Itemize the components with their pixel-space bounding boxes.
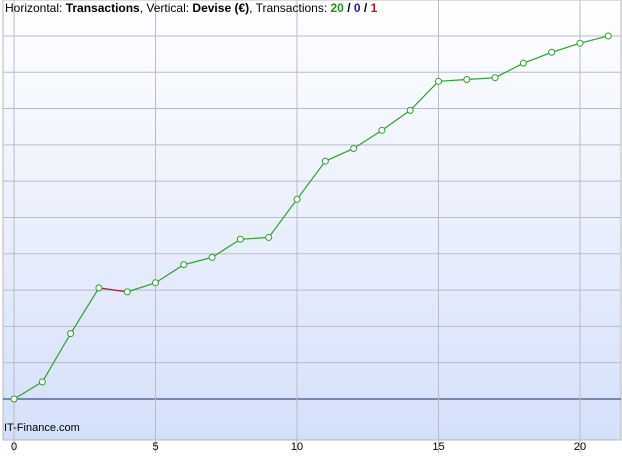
x-tick-label: 10 bbox=[291, 441, 303, 453]
line-segment bbox=[13, 381, 43, 400]
line-segment bbox=[155, 264, 185, 284]
line-segment bbox=[438, 78, 467, 82]
line-segment bbox=[523, 51, 552, 64]
line-segment bbox=[41, 333, 72, 383]
line-segment bbox=[70, 287, 100, 334]
line-segment bbox=[268, 198, 298, 238]
point bbox=[548, 48, 556, 56]
point bbox=[10, 395, 18, 403]
header-part: 1 bbox=[371, 1, 378, 15]
point bbox=[378, 126, 386, 134]
point bbox=[152, 279, 160, 287]
line-segment bbox=[381, 109, 411, 131]
point bbox=[123, 288, 131, 296]
plot-area bbox=[2, 0, 622, 441]
x-tick-label: 20 bbox=[574, 441, 586, 453]
header-part: / bbox=[344, 1, 354, 15]
header-part: , Vertical: bbox=[140, 1, 193, 15]
header-part: / bbox=[361, 1, 371, 15]
point bbox=[293, 195, 301, 203]
point bbox=[406, 106, 414, 114]
line-segment bbox=[579, 35, 609, 44]
point bbox=[576, 39, 584, 47]
line-segment bbox=[325, 147, 354, 162]
line-segment bbox=[494, 62, 524, 79]
point bbox=[604, 32, 612, 40]
line-segment bbox=[296, 160, 326, 200]
header-part: Horizontal: bbox=[5, 1, 66, 15]
line-segment bbox=[409, 80, 439, 111]
line-segment bbox=[211, 238, 241, 258]
line-segment bbox=[551, 42, 581, 53]
line-segment bbox=[466, 77, 496, 81]
line-segment bbox=[127, 282, 156, 293]
x-tick-label: 0 bbox=[11, 441, 17, 453]
watermark: IT-Finance.com bbox=[4, 422, 80, 434]
point bbox=[208, 253, 216, 261]
line-segment bbox=[353, 129, 383, 149]
x-tick-label: 5 bbox=[152, 441, 158, 453]
header: Horizontal: Transactions, Vertical: Devi… bbox=[5, 1, 378, 15]
point bbox=[491, 74, 499, 82]
header-part: 20 bbox=[331, 1, 345, 15]
line-segment bbox=[240, 236, 269, 240]
marks bbox=[10, 32, 612, 403]
header-part: Devise (€) bbox=[192, 1, 249, 15]
point bbox=[350, 144, 358, 152]
point bbox=[236, 235, 244, 243]
header-part: 0 bbox=[354, 1, 361, 15]
x-tick-label: 15 bbox=[432, 441, 444, 453]
point bbox=[38, 378, 46, 386]
header-part: , Transactions: bbox=[249, 1, 330, 15]
line-segment bbox=[183, 256, 213, 266]
point bbox=[67, 330, 75, 338]
header-part: Transactions bbox=[66, 1, 140, 15]
grid bbox=[3, 0, 621, 453]
point bbox=[265, 233, 273, 241]
point bbox=[519, 59, 527, 67]
point bbox=[321, 157, 329, 165]
point bbox=[434, 77, 442, 85]
point bbox=[463, 76, 471, 84]
line-segment bbox=[98, 287, 128, 293]
point bbox=[180, 261, 188, 269]
point bbox=[95, 284, 103, 292]
